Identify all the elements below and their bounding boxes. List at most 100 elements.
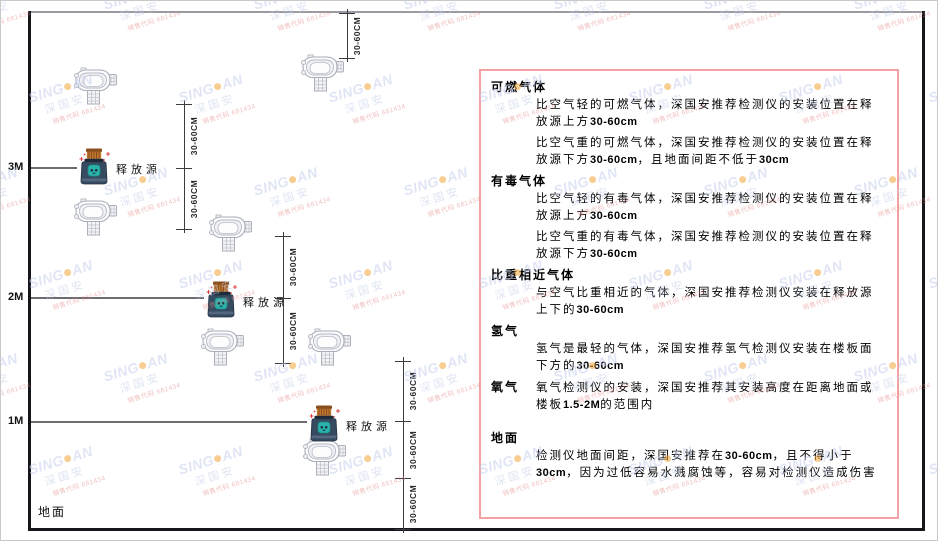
dimension-line: [283, 232, 284, 367]
dimension-tick: [275, 298, 291, 299]
watermark-cn-text: 深国安: [268, 371, 313, 396]
release-source-icon: [307, 405, 341, 443]
watermark-red-text: 销售代码 681434: [0, 10, 32, 33]
logo-dot-icon: [63, 454, 73, 464]
dimension-label: 30-60CM: [408, 430, 418, 469]
panel-section-2: 比重相近气体 与空气比重相近的气体，深国安推荐检测仪安装在释放源上下的30-60c…: [491, 267, 881, 318]
watermark-cn-text: 深国安: [931, 85, 937, 121]
info-panel: 可燃气体比空气轻的可燃气体，深国安推荐检测仪的安装位置在释放源上方30-60cm…: [479, 69, 899, 519]
watermark-cn-text: 深国安: [0, 371, 13, 396]
dimension-tick: [395, 529, 411, 530]
logo-dot-icon: [288, 175, 298, 185]
panel-section-3: 氢气 氢气是最轻的气体，深国安推荐氢气检测仪安装在楼板面下方的30-60cm: [491, 323, 881, 374]
dimension-label: 30-60CM: [352, 16, 362, 55]
wall-right-line: [922, 11, 925, 531]
height-label-3m: 3M: [8, 161, 24, 173]
section-header: 可燃气体: [491, 80, 548, 94]
watermark-cn-text: 深国安: [868, 0, 913, 24]
watermark-cn-text: 深国安: [0, 0, 13, 24]
section-paragraph: 检测仪地面间距，深国安推荐在30-60cm，且不得小于30cm，因为过低容易水溅…: [536, 450, 877, 479]
wall-left-line: [28, 11, 31, 531]
release-source-label: 释放源: [116, 164, 161, 176]
gas-detector-icon: [305, 327, 351, 367]
section-paragraph: 比空气轻的有毒气体，深国安推荐检测仪的安装位置在释放源上方30-60cm: [536, 193, 874, 222]
watermark-cn-text: 深国安: [0, 185, 13, 210]
watermark-cn-text: 深国安: [43, 278, 88, 303]
watermark-cn-text: 深国安: [268, 0, 313, 24]
section-paragraph: 比空气重的有毒气体，深国安推荐检测仪的安装位置在释放源下方30-60cm: [536, 231, 874, 260]
watermark-red-text: 销售代码 681434: [351, 289, 407, 312]
dimension-label: 30-60CM: [408, 371, 418, 411]
watermark-red-text: 销售代码 681434: [351, 103, 407, 126]
panel-section-0: 可燃气体比空气轻的可燃气体，深国安推荐检测仪的安装位置在释放源上方30-60cm…: [491, 79, 881, 168]
dimension-tick: [275, 236, 291, 237]
release-source-label: 释放源: [346, 421, 391, 433]
watermark-cn-text: 深国安: [268, 185, 313, 210]
dimension-label: 30-60CM: [288, 311, 298, 350]
section-paragraph: 比空气重的可燃气体，深国安推荐检测仪的安装位置在释放源下方30-60cm，且地面…: [536, 137, 874, 166]
watermark-red-text: 销售代码 681434: [126, 196, 182, 219]
watermark-cn-text: 深国安: [931, 271, 937, 307]
section-paragraph: 与空气比重相近的气体，深国安推荐检测仪安装在释放源上下的30-60cm: [536, 287, 874, 316]
watermark-red-text: 销售代码 681434: [0, 382, 32, 405]
gas-detector-icon: [206, 213, 252, 253]
panel-section-1: 有毒气体比空气轻的有毒气体，深国安推荐检测仪的安装位置在释放源上方30-60cm…: [491, 173, 881, 262]
gas-detector-icon: [71, 197, 117, 237]
watermark-cn-text: 深国安: [193, 464, 238, 489]
height-label-1m: 1M: [8, 415, 24, 427]
watermark-cn-text: 深国安: [418, 0, 463, 24]
release-source-icon: [204, 281, 238, 319]
section-paragraph: 氧气检测仪的安装，深国安推荐其安装高度在距离地面或楼板1.5-2M的范围内: [536, 382, 874, 411]
logo-dot-icon: [363, 82, 373, 92]
watermark-cn-text: 深国安: [118, 0, 163, 24]
watermark-red-text: 销售代码 681434: [426, 382, 482, 405]
section-paragraph: 比空气轻的可燃气体，深国安推荐检测仪的安装位置在释放源上方30-60cm: [536, 99, 874, 128]
section-header: 有毒气体: [491, 174, 548, 188]
panel-section-4: 氧气 氧气检测仪的安装，深国安推荐其安装高度在距离地面或楼板1.5-2M的范围内: [491, 379, 881, 418]
dimension-tick: [395, 478, 411, 479]
dimension-tick: [339, 13, 355, 14]
height-line-3m: [31, 167, 77, 169]
logo-dot-icon: [213, 268, 223, 278]
watermark-red-text: 销售代码 681434: [51, 289, 107, 312]
logo-dot-icon: [213, 82, 223, 92]
dimension-label: 30-60CM: [189, 179, 199, 218]
watermark-cn-text: 深国安: [343, 278, 388, 303]
watermark-red-text: 销售代码 681434: [0, 196, 32, 219]
section-body: 氧气检测仪的安装，深国安推荐其安装高度在距离地面或楼板1.5-2M的范围内: [536, 379, 881, 418]
watermark-cn-text: 深国安: [118, 371, 163, 396]
watermark-cn-text: 深国安: [568, 0, 613, 24]
height-line-1m: [31, 421, 307, 423]
watermark-cn-text: 深国安: [931, 457, 937, 493]
gas-detector-icon: [198, 327, 244, 367]
dimension-line: [184, 100, 185, 233]
watermark-cn-text: 深国安: [43, 464, 88, 489]
dimension-tick: [176, 104, 192, 105]
section-paragraph: 氢气是最轻的气体，深国安推荐氢气检测仪安装在楼板面下方的30-60cm: [536, 343, 874, 372]
dimension-label: 30-60CM: [408, 484, 418, 523]
